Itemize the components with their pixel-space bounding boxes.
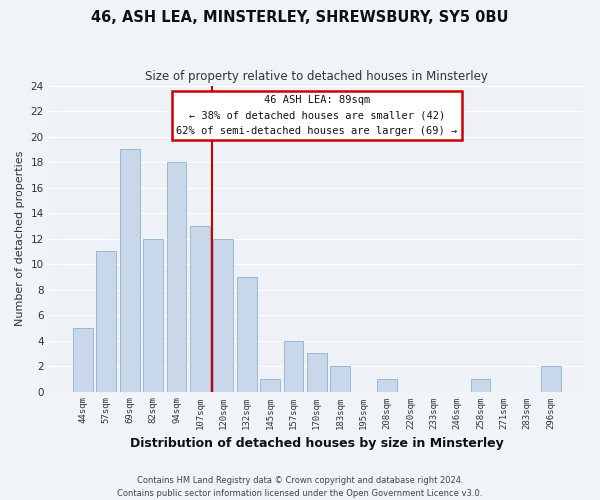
Bar bbox=[120, 150, 140, 392]
Y-axis label: Number of detached properties: Number of detached properties bbox=[15, 151, 25, 326]
Bar bbox=[237, 277, 257, 392]
Bar bbox=[330, 366, 350, 392]
Bar bbox=[143, 238, 163, 392]
Text: 46 ASH LEA: 89sqm
← 38% of detached houses are smaller (42)
62% of semi-detached: 46 ASH LEA: 89sqm ← 38% of detached hous… bbox=[176, 94, 457, 136]
Bar bbox=[214, 238, 233, 392]
Bar bbox=[167, 162, 187, 392]
Bar bbox=[190, 226, 210, 392]
Text: Contains HM Land Registry data © Crown copyright and database right 2024.
Contai: Contains HM Land Registry data © Crown c… bbox=[118, 476, 482, 498]
Bar bbox=[97, 252, 116, 392]
Title: Size of property relative to detached houses in Minsterley: Size of property relative to detached ho… bbox=[145, 70, 488, 83]
Bar bbox=[260, 379, 280, 392]
Bar bbox=[307, 354, 327, 392]
Bar bbox=[541, 366, 560, 392]
Bar bbox=[470, 379, 490, 392]
Bar bbox=[284, 340, 304, 392]
Bar bbox=[73, 328, 93, 392]
Text: 46, ASH LEA, MINSTERLEY, SHREWSBURY, SY5 0BU: 46, ASH LEA, MINSTERLEY, SHREWSBURY, SY5… bbox=[91, 10, 509, 25]
X-axis label: Distribution of detached houses by size in Minsterley: Distribution of detached houses by size … bbox=[130, 437, 504, 450]
Bar bbox=[377, 379, 397, 392]
